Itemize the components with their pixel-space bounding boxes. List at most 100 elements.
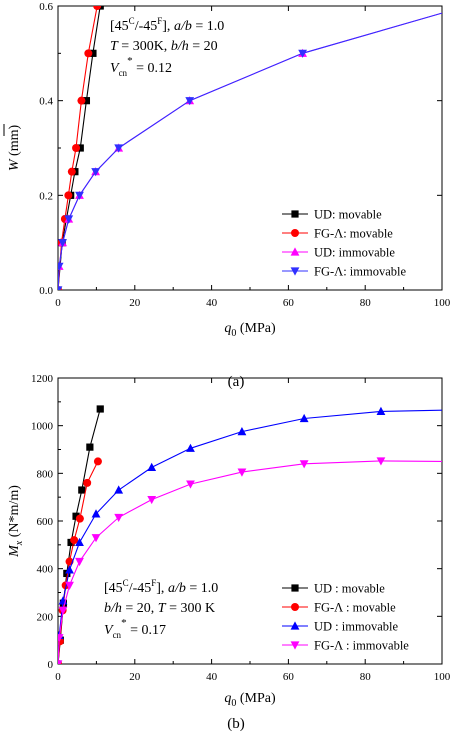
y-tick-label: 0 [48, 659, 54, 671]
data-point [70, 536, 79, 545]
y-tick-label: 400 [37, 564, 54, 576]
x-axis-label: q0 (MPa) [224, 321, 276, 339]
data-point [96, 405, 104, 413]
panel-a: 0 20 40 60 80 100 0.0 0.2 0.4 0.6 q0 (MPa) W (mm) UD… [3, 1, 451, 390]
panel-caption: (a) [228, 374, 245, 390]
x-tick-label: 0 [55, 671, 61, 683]
data-point [64, 191, 73, 200]
panel-caption: (b) [227, 716, 245, 732]
data-point [114, 485, 124, 494]
data-point [84, 49, 93, 58]
x-tick-label: 60 [283, 671, 295, 683]
y-tick-label: 600 [37, 516, 54, 528]
x-tick-label: 80 [360, 671, 372, 683]
legend-marker [291, 229, 299, 237]
legend-label: FG-Λ: movable [314, 227, 393, 241]
data-point [64, 215, 74, 224]
series-line [58, 12, 442, 290]
annotation-line-2: T = 300K, b/h = 20 [110, 39, 218, 54]
data-point [376, 457, 386, 466]
series-3 [58, 457, 442, 664]
data-point [114, 144, 124, 153]
data-point [91, 509, 101, 518]
annotation-line-1: [45C/-45F], a/b = 1.0 [104, 578, 218, 596]
legend-label: FG-Λ : movable [314, 601, 396, 615]
y-tick-label: 200 [37, 611, 54, 623]
data-point [58, 239, 68, 248]
data-point [72, 144, 81, 152]
x-tick-label: 0 [55, 297, 61, 309]
annotation-line-3: Vcn* = 0.12 [110, 55, 172, 78]
y-tick-label: 1200 [31, 373, 54, 385]
data-point [86, 443, 94, 451]
legend-marker [291, 584, 299, 592]
data-point [65, 565, 74, 574]
data-point [93, 6, 102, 10]
data-point [82, 97, 91, 105]
data-point [89, 49, 97, 57]
y-tick-label: 0.6 [39, 1, 53, 13]
legend-marker [290, 247, 300, 256]
series-3 [58, 12, 442, 290]
legend-label: UD : movable [314, 582, 385, 596]
legend-marker [290, 621, 300, 630]
x-tick-label: 100 [434, 671, 451, 683]
y-tick-label: 0.2 [39, 190, 53, 202]
x-tick-label: 20 [129, 671, 141, 683]
data-point [76, 144, 84, 152]
data-point [58, 634, 64, 643]
legend-marker [291, 603, 299, 611]
legend-label: FG-Λ : immovable [314, 639, 409, 653]
x-tick-label: 60 [283, 297, 295, 309]
legend-label: UD: movable [314, 208, 382, 222]
annotation-line-2: b/h = 20, T = 300 K [104, 601, 215, 616]
data-point [75, 537, 84, 547]
data-point [147, 495, 157, 505]
data-point [299, 460, 309, 469]
data-point [91, 168, 101, 177]
legend-marker [291, 210, 299, 218]
data-point [77, 96, 86, 105]
data-point [298, 49, 308, 58]
data-point [72, 512, 80, 520]
data-point [65, 581, 74, 590]
data-point [78, 486, 86, 494]
data-point [299, 413, 309, 423]
data-point [237, 427, 247, 436]
data-point [91, 534, 101, 543]
x-tick-label: 40 [206, 671, 218, 683]
x-tick-label: 20 [129, 297, 141, 309]
data-point [75, 191, 84, 200]
y-tick-label: 0.0 [39, 285, 53, 297]
x-tick-label: 40 [206, 297, 218, 309]
data-point [186, 480, 195, 489]
annotation-line-3: Vcn* = 0.17 [104, 617, 166, 640]
y-tick-label: 800 [37, 468, 54, 480]
y-tick-label: 1000 [31, 421, 54, 433]
x-tick-label: 80 [360, 297, 372, 309]
legend-marker [290, 267, 300, 276]
data-point [114, 513, 124, 523]
data-point [147, 462, 157, 471]
data-point [58, 262, 64, 271]
y-tick-label: 0.4 [39, 96, 53, 108]
data-point [237, 468, 247, 477]
data-point [93, 457, 102, 466]
data-point [186, 443, 195, 452]
data-point [75, 557, 84, 567]
annotation-line-1: [45C/-45F], a/b = 1.0 [110, 16, 224, 34]
legend-label: FG-Λ: immovable [314, 265, 406, 279]
data-point [185, 97, 195, 106]
data-point [75, 514, 84, 523]
data-point [376, 406, 386, 415]
x-axis-label: q0 (MPa) [224, 691, 276, 709]
data-point [58, 660, 63, 664]
legend-label: UD: immovable [314, 246, 395, 260]
legend-label: UD : immovable [314, 620, 398, 634]
data-point [58, 286, 63, 290]
data-point [83, 478, 92, 487]
legend-marker [290, 641, 300, 650]
y-axis-label: Mx (N*m/m) [7, 485, 25, 558]
